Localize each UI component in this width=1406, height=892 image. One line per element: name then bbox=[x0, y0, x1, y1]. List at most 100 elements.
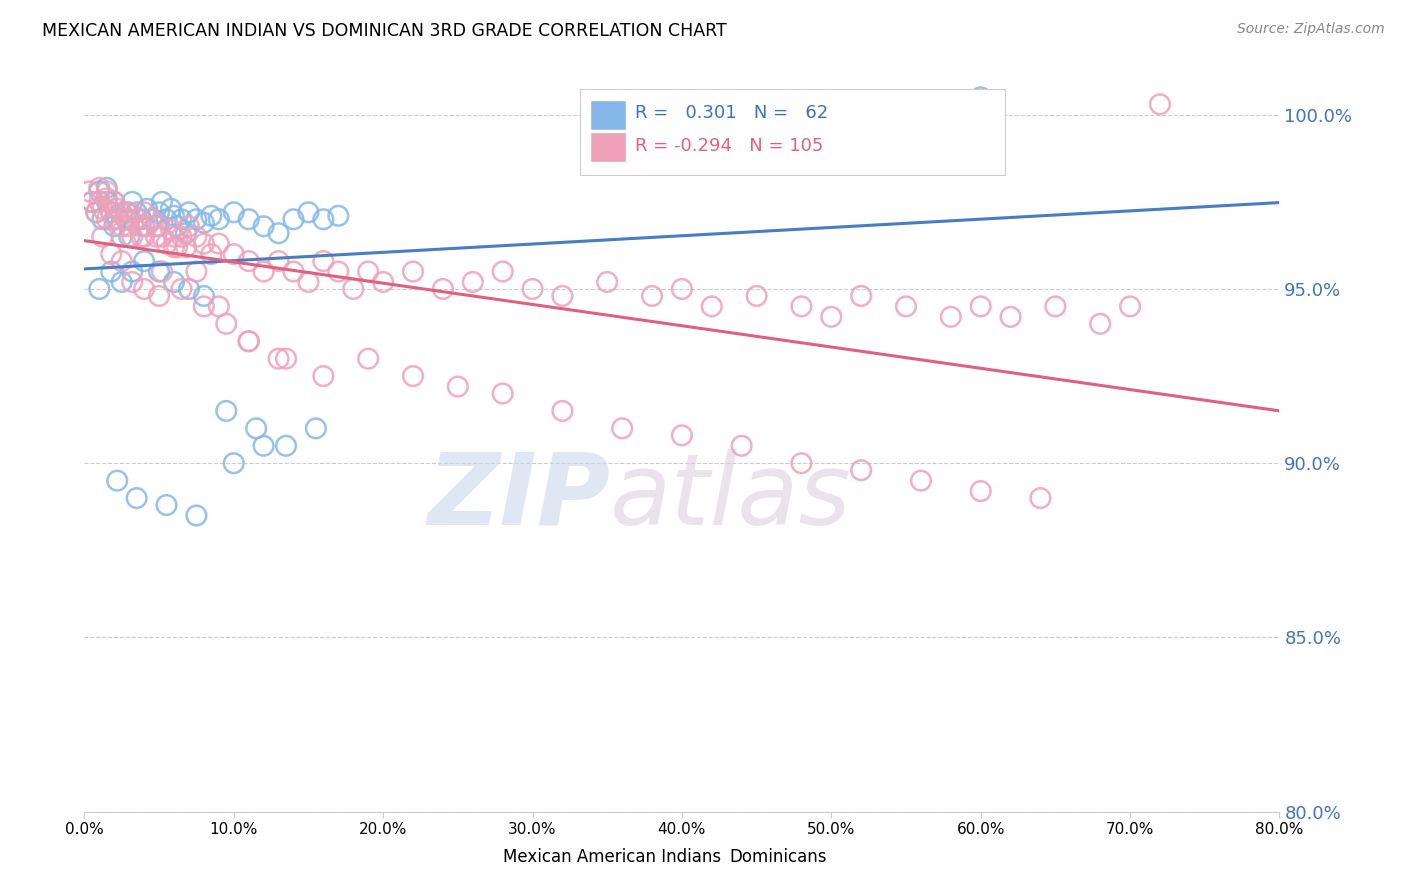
Point bbox=[612, 421, 634, 435]
FancyBboxPatch shape bbox=[581, 88, 1005, 175]
Point bbox=[155, 498, 177, 512]
Text: Dominicans: Dominicans bbox=[730, 847, 827, 865]
Point bbox=[910, 474, 932, 488]
Text: Source: ZipAtlas.com: Source: ZipAtlas.com bbox=[1237, 22, 1385, 37]
Point bbox=[91, 229, 114, 244]
Point bbox=[328, 209, 350, 223]
Point bbox=[177, 205, 200, 219]
Point bbox=[215, 317, 238, 331]
Point bbox=[297, 205, 319, 219]
Point bbox=[671, 428, 693, 442]
Point bbox=[671, 282, 693, 296]
Point bbox=[89, 282, 111, 296]
Point bbox=[193, 299, 215, 313]
Point bbox=[328, 264, 350, 278]
Point bbox=[1045, 299, 1067, 313]
Point bbox=[148, 219, 170, 234]
Point bbox=[522, 282, 544, 296]
Point bbox=[118, 229, 141, 244]
Point bbox=[155, 212, 177, 227]
Point bbox=[100, 205, 122, 219]
Point bbox=[1119, 299, 1142, 313]
Point bbox=[170, 282, 193, 296]
Point bbox=[89, 181, 111, 195]
Point bbox=[105, 474, 128, 488]
Point bbox=[163, 209, 186, 223]
Point bbox=[238, 212, 260, 227]
Point bbox=[970, 299, 993, 313]
Point bbox=[193, 289, 215, 303]
Point bbox=[129, 229, 152, 244]
Point bbox=[111, 275, 134, 289]
Point bbox=[121, 194, 143, 209]
Point bbox=[141, 212, 163, 227]
Point bbox=[283, 212, 305, 227]
Point bbox=[125, 491, 148, 505]
Point bbox=[432, 282, 454, 296]
Text: R = -0.294   N = 105: R = -0.294 N = 105 bbox=[636, 136, 824, 154]
Point bbox=[186, 229, 208, 244]
Point bbox=[148, 264, 170, 278]
Point bbox=[103, 194, 125, 209]
Point bbox=[238, 254, 260, 268]
Bar bbox=[591, 132, 626, 162]
Point bbox=[115, 212, 138, 227]
Point bbox=[96, 194, 118, 209]
Point bbox=[267, 226, 290, 240]
Point bbox=[148, 205, 170, 219]
Point bbox=[177, 282, 200, 296]
Point bbox=[402, 264, 425, 278]
Point bbox=[894, 299, 917, 313]
Point bbox=[305, 421, 328, 435]
Point bbox=[790, 299, 813, 313]
Point bbox=[373, 275, 395, 289]
Point bbox=[267, 254, 290, 268]
Point bbox=[245, 421, 267, 435]
Point bbox=[100, 247, 122, 261]
Point bbox=[111, 229, 134, 244]
Point bbox=[132, 282, 156, 296]
Point bbox=[342, 282, 364, 296]
Point bbox=[238, 334, 260, 349]
Point bbox=[357, 351, 380, 366]
Point bbox=[166, 219, 188, 234]
Point bbox=[91, 212, 114, 227]
Point bbox=[150, 194, 173, 209]
Point bbox=[461, 275, 484, 289]
Point bbox=[274, 439, 297, 453]
Point bbox=[222, 456, 245, 470]
Point bbox=[129, 219, 152, 234]
Point bbox=[551, 404, 574, 418]
Point bbox=[77, 185, 100, 199]
Point bbox=[1090, 317, 1112, 331]
Point bbox=[129, 212, 152, 227]
Point bbox=[160, 223, 183, 237]
Point bbox=[1029, 491, 1052, 505]
Point bbox=[132, 205, 156, 219]
Point bbox=[121, 264, 143, 278]
Point bbox=[80, 194, 103, 209]
Point bbox=[132, 254, 156, 268]
Point bbox=[641, 289, 664, 303]
Point bbox=[283, 264, 305, 278]
Point bbox=[150, 264, 173, 278]
Point bbox=[96, 212, 118, 227]
Point bbox=[731, 439, 754, 453]
Point bbox=[312, 369, 335, 384]
Point bbox=[186, 508, 208, 523]
Point bbox=[100, 205, 122, 219]
Point bbox=[402, 369, 425, 384]
Point bbox=[851, 289, 873, 303]
Point bbox=[596, 275, 619, 289]
Bar bbox=[467, 846, 496, 868]
Point bbox=[118, 205, 141, 219]
Point bbox=[100, 264, 122, 278]
Point bbox=[96, 185, 118, 199]
Point bbox=[1149, 97, 1171, 112]
Point bbox=[238, 334, 260, 349]
Point bbox=[1000, 310, 1022, 324]
Point bbox=[193, 216, 215, 230]
Point bbox=[86, 205, 108, 219]
Point bbox=[136, 202, 159, 216]
Point bbox=[160, 202, 183, 216]
